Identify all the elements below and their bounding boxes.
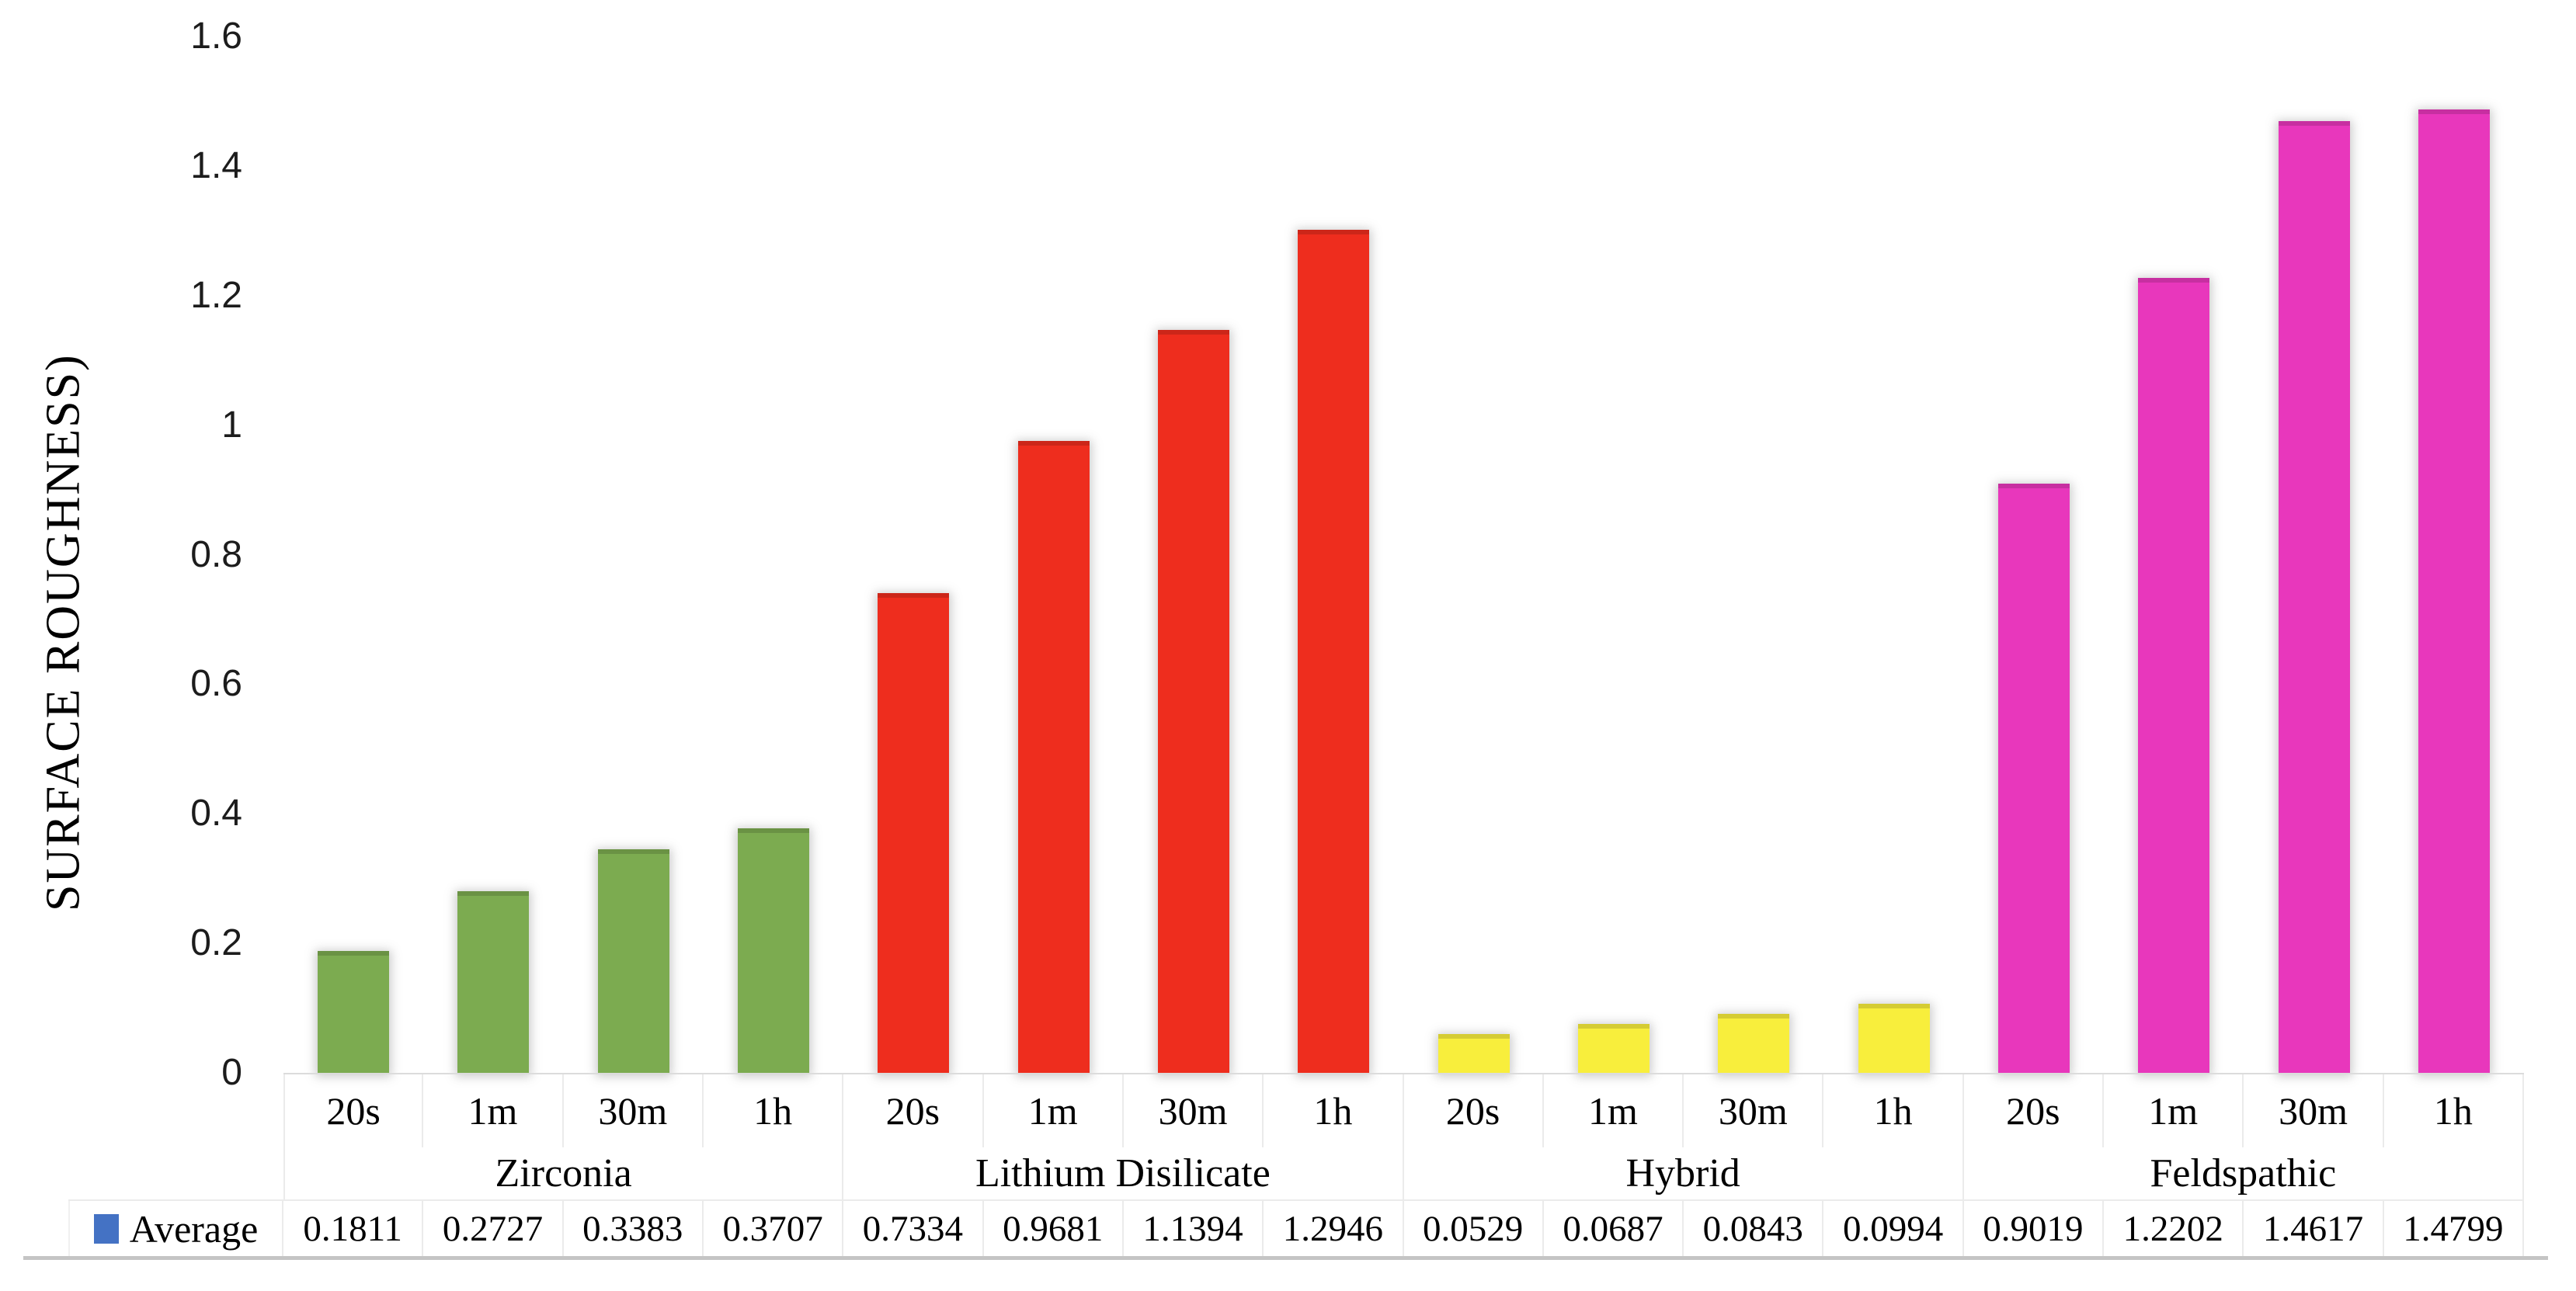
legend-label: Average: [129, 1206, 259, 1251]
category-label-cell: 1h: [2384, 1074, 2524, 1147]
category-label-cell: 30m: [564, 1074, 704, 1147]
category-label-cell: 30m: [2244, 1074, 2384, 1147]
plot-area: [283, 36, 2524, 1073]
bar-feldspathic-1m: [2138, 277, 2210, 1073]
y-tick-label: 0.8: [190, 533, 242, 575]
value-cell: 0.3707: [704, 1201, 844, 1256]
table-bottom-border: [23, 1256, 2548, 1260]
y-tick-label: 0.6: [190, 663, 242, 705]
bar-zirconia-1m: [457, 891, 530, 1073]
y-tick-label: 0.4: [190, 793, 242, 835]
bar-feldspathic-1h: [2418, 109, 2490, 1073]
category-label-cell: 20s: [1964, 1074, 2105, 1147]
bar-zirconia-1h: [738, 828, 810, 1073]
category-label-cell: 1m: [423, 1074, 564, 1147]
value-cell: 0.7334: [843, 1201, 984, 1256]
category-label-cell: 20s: [1404, 1074, 1544, 1147]
y-tick-label: 1.4: [190, 144, 242, 186]
bar-hybrid-1h: [1858, 1004, 1930, 1073]
y-tick-label: 0: [221, 1052, 242, 1093]
category-label-cell: 20s: [283, 1074, 424, 1147]
bar-hybrid-30m: [1718, 1013, 1790, 1073]
value-cell: 1.1394: [1124, 1201, 1264, 1256]
value-cell: 1.4617: [2244, 1201, 2384, 1256]
bar-hybrid-1m: [1577, 1023, 1650, 1073]
group-label-cell: Lithium Disilicate: [843, 1147, 1404, 1199]
value-cell: 0.0687: [1544, 1201, 1684, 1256]
group-label-cell: Hybrid: [1404, 1147, 1964, 1199]
category-label-cell: 1h: [704, 1074, 844, 1147]
bar-feldspathic-20s: [1997, 484, 2070, 1073]
y-axis-title: SURFACE ROUGHNESS): [37, 353, 90, 912]
legend-marker-icon: [93, 1213, 119, 1244]
bar-hybrid-20s: [1437, 1033, 1510, 1073]
bar-lithium-disilicate-20s: [878, 593, 950, 1073]
value-cell: 0.0843: [1684, 1201, 1824, 1256]
category-label-cell: 1m: [1544, 1074, 1684, 1147]
bar-zirconia-30m: [597, 849, 669, 1073]
y-tick-label: 1.2: [190, 274, 242, 316]
value-cell: 0.0994: [1823, 1201, 1964, 1256]
y-tick-label: 1.6: [190, 16, 242, 57]
value-cell: 1.2946: [1264, 1201, 1404, 1256]
category-label-cell: 20s: [843, 1074, 984, 1147]
value-cell: 0.0529: [1404, 1201, 1544, 1256]
value-cell: 1.4799: [2384, 1201, 2524, 1256]
category-label-cell: 1h: [1823, 1074, 1964, 1147]
value-cell: 1.2202: [2104, 1201, 2244, 1256]
bar-feldspathic-30m: [2278, 121, 2350, 1073]
bar-zirconia-20s: [318, 950, 390, 1073]
value-cell: 0.1811: [283, 1201, 424, 1256]
group-label-row: Zirconia Lithium Disilicate Hybrid Feldspat…: [283, 1147, 2524, 1199]
category-label-cell: 30m: [1684, 1074, 1824, 1147]
value-cell: 0.9681: [984, 1201, 1124, 1256]
bar-lithium-disilicate-1h: [1298, 229, 1370, 1073]
y-tick-label: 0.2: [190, 922, 242, 964]
category-label-cell: 1m: [2104, 1074, 2244, 1147]
value-cell: 0.3383: [564, 1201, 704, 1256]
value-cell: 0.2727: [423, 1201, 564, 1256]
group-label-cell: Feldspathic: [1964, 1147, 2524, 1199]
group-label-cell: Zirconia: [283, 1147, 844, 1199]
bar-lithium-disilicate-30m: [1158, 330, 1230, 1073]
value-cell: 0.9019: [1964, 1201, 2105, 1256]
bar-lithium-disilicate-1m: [1017, 441, 1090, 1073]
legend: Average: [68, 1201, 283, 1256]
data-table-row: Average 0.1811 0.2727 0.3383 0.3707 0.7334 0.…: [68, 1199, 2524, 1256]
category-label-row: 20s 1m 30m 1h 20s 1m 30m 1h 20s 1m 30m 1h 20s 1m 30m 1h: [283, 1073, 2524, 1147]
y-tick-label: 1: [221, 404, 242, 446]
category-label-cell: 1m: [984, 1074, 1124, 1147]
category-label-cell: 1h: [1264, 1074, 1404, 1147]
category-label-cell: 30m: [1124, 1074, 1264, 1147]
